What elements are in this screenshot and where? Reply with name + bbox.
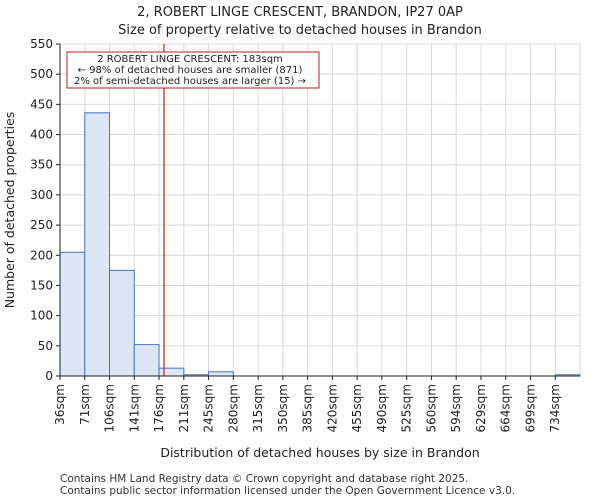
x-tick-label: 455sqm bbox=[350, 384, 364, 432]
x-tick-label: 664sqm bbox=[499, 384, 513, 432]
y-tick-label: 550 bbox=[30, 37, 53, 51]
y-tick-label: 500 bbox=[30, 67, 53, 81]
annotation-box bbox=[66, 51, 320, 89]
y-tick-label: 450 bbox=[30, 97, 53, 111]
x-tick-label: 699sqm bbox=[523, 384, 537, 432]
y-axis-ticks: 0 50 100 150 200 250 300 350 400 450 500 550 bbox=[30, 37, 60, 383]
y-tick-label: 250 bbox=[30, 218, 53, 232]
x-tick-label: 560sqm bbox=[424, 384, 438, 432]
chart-title: 2, ROBERT LINGE CRESCENT, BRANDON, IP27 … bbox=[137, 5, 463, 20]
bar bbox=[133, 344, 160, 377]
bar bbox=[84, 112, 111, 377]
x-tick-label: 280sqm bbox=[226, 384, 240, 432]
y-axis-label: Number of detached properties bbox=[2, 112, 17, 309]
x-tick-label: 490sqm bbox=[375, 384, 389, 432]
bar bbox=[158, 367, 185, 377]
y-tick-label: 50 bbox=[38, 339, 53, 353]
bar bbox=[59, 251, 86, 377]
x-tick-label: 315sqm bbox=[251, 384, 265, 432]
x-tick-label: 594sqm bbox=[449, 384, 463, 432]
x-tick-label: 420sqm bbox=[325, 384, 339, 432]
x-tick-label: 350sqm bbox=[276, 384, 290, 432]
annotation-line: 2 ROBERT LINGE CRESCENT: 183sqm bbox=[97, 54, 283, 65]
x-tick-label: 176sqm bbox=[152, 384, 166, 432]
x-tick-label: 525sqm bbox=[400, 384, 414, 432]
y-tick-label: 350 bbox=[30, 158, 53, 172]
footer-licence: Contains public sector information licen… bbox=[60, 485, 516, 497]
gridlines bbox=[59, 43, 581, 377]
x-tick-label: 71sqm bbox=[78, 384, 92, 425]
x-axis-ticks: 36sqm 71sqm 106sqm 141sqm 176sqm 211sqm 245sqm… bbox=[53, 376, 562, 432]
x-tick-label: 141sqm bbox=[127, 384, 141, 432]
bar bbox=[109, 269, 135, 377]
y-tick-label: 0 bbox=[45, 369, 53, 383]
bars bbox=[59, 112, 581, 377]
x-tick-label: 629sqm bbox=[474, 384, 488, 432]
annotation-line: ← 98% of detached houses are smaller (87… bbox=[78, 65, 303, 76]
footer-copyright: Contains HM Land Registry data © Crown c… bbox=[60, 473, 469, 485]
x-tick-label: 211sqm bbox=[177, 384, 191, 432]
x-tick-label: 36sqm bbox=[53, 384, 67, 425]
y-tick-label: 200 bbox=[30, 248, 53, 262]
axes bbox=[59, 44, 580, 377]
bar bbox=[208, 371, 234, 377]
y-tick-label: 100 bbox=[30, 309, 53, 323]
annotation-line: 2% of semi-detached houses are larger (1… bbox=[74, 76, 306, 87]
chart-subtitle: Size of property relative to detached ho… bbox=[118, 23, 482, 38]
x-tick-label: 734sqm bbox=[548, 384, 562, 432]
y-tick-label: 400 bbox=[30, 128, 53, 142]
y-tick-label: 300 bbox=[30, 188, 53, 202]
x-axis-label: Distribution of detached houses by size … bbox=[160, 445, 479, 460]
property-marker: 2 ROBERT LINGE CRESCENT: 183sqm← 98% of … bbox=[66, 44, 320, 376]
x-tick-label: 106sqm bbox=[103, 384, 117, 432]
x-tick-label: 385sqm bbox=[301, 384, 315, 432]
x-tick-label: 245sqm bbox=[202, 384, 216, 432]
y-tick-label: 150 bbox=[30, 278, 53, 292]
